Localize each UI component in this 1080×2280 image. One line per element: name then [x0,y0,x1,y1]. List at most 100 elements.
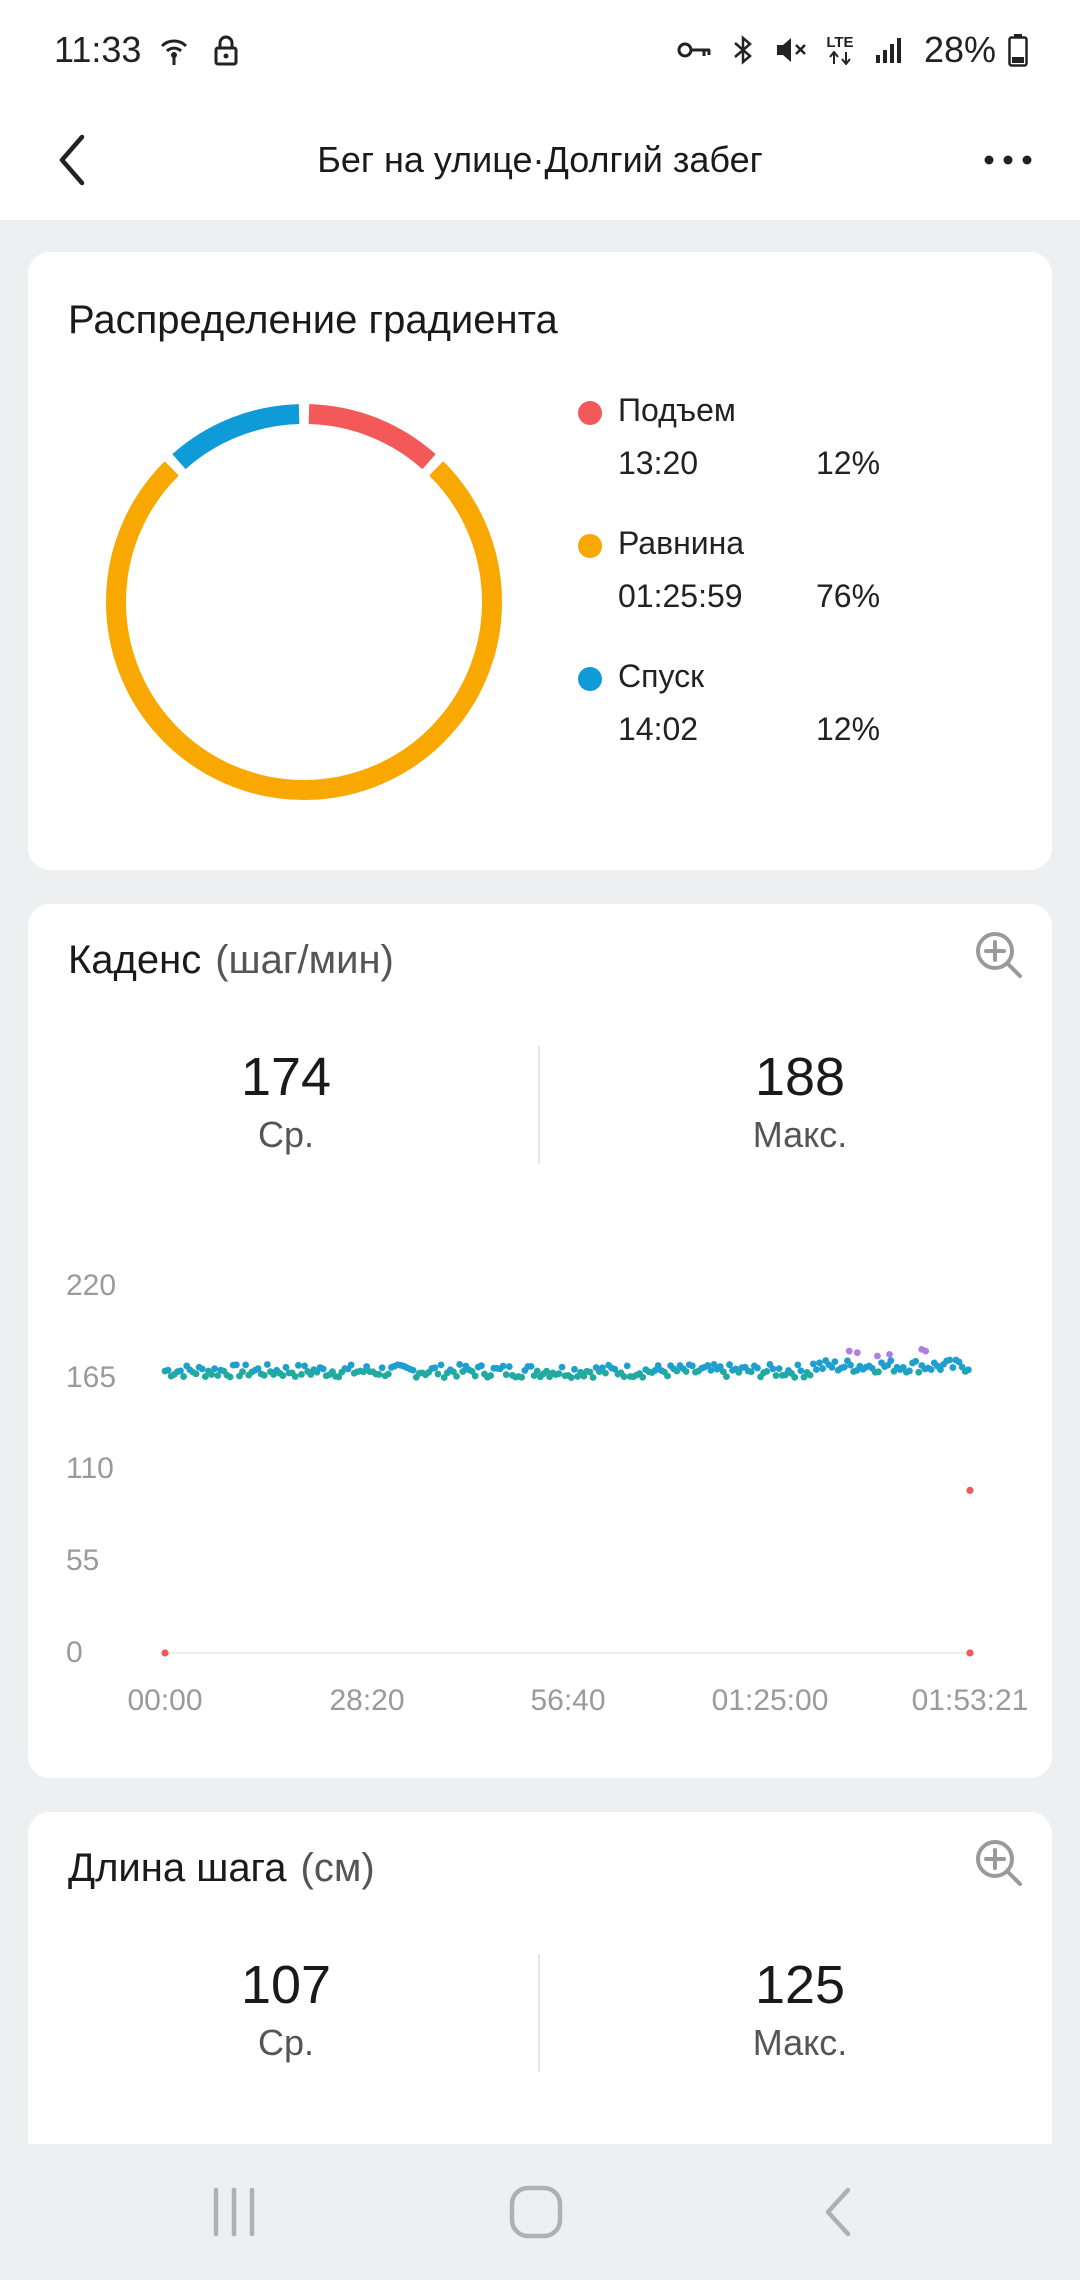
cadence-point [695,1367,702,1375]
cadence-zoom-button[interactable] [970,926,1028,984]
cadence-point [406,1365,414,1373]
stride-average: 107 Ср. [36,1954,536,2064]
cadence-point [301,1362,308,1370]
cadence-point [577,1368,585,1376]
cadence-point-outlier [966,1649,974,1657]
cadence-point [602,1369,609,1377]
cadence-scatter-plot[interactable] [28,904,1052,1778]
donut-segment-uphill [308,404,436,470]
mute-icon [772,31,810,69]
cadence-point [502,1371,510,1378]
cadence-point [806,1371,814,1379]
cadence-point [251,1366,259,1374]
y-tick-label: 165 [66,1361,117,1394]
cadence-point [391,1362,398,1370]
cadence-point [812,1366,820,1373]
cadence-point [471,1372,479,1380]
cadence-point [757,1373,764,1381]
cadence-point [428,1365,436,1372]
cadence-point [915,1368,923,1376]
status-bar: 11:33 LTE 28% [0,0,1080,100]
home-button[interactable] [496,2172,576,2252]
cadence-stat-divider [538,1046,540,1164]
back-button[interactable] [40,128,104,192]
cadence-point [645,1368,653,1376]
cadence-point [927,1366,935,1373]
cadence-point [378,1364,386,1372]
legend-item-uphill: Подъем 13:20 12% [578,392,998,492]
cadence-point [797,1367,805,1375]
stride-title: Длина шага [68,1846,287,1890]
stride-zoom-button[interactable] [970,1834,1028,1892]
recent-apps-button[interactable] [194,2172,274,2252]
cadence-point [651,1367,659,1374]
cadence-point-high [845,1347,853,1355]
cadence-point [456,1361,464,1368]
cadence-point [167,1372,175,1380]
cadence-point [220,1367,228,1375]
cadence-point [198,1365,206,1373]
cadence-point [381,1372,389,1380]
cadence-point [285,1369,293,1377]
legend-name: Спуск [618,658,705,694]
cadence-point [326,1371,333,1379]
cadence-max: 188 Макс. [550,1046,1050,1156]
cadence-point [567,1374,575,1381]
y-tick-label: 220 [66,1269,117,1302]
cadence-point [409,1366,417,1374]
cadence-point [524,1363,532,1370]
cadence-point [298,1371,305,1378]
cadence-point [236,1372,243,1380]
cadence-point [837,1364,845,1372]
cadence-point [481,1370,488,1378]
stride-max: 125 Макс. [550,1954,1050,2064]
cadence-card-title: Каденс (шаг/мин) [68,938,394,983]
cadence-point [809,1360,817,1368]
cadence-point [791,1373,799,1381]
cadence-point [487,1372,495,1379]
cadence-point [561,1372,569,1380]
cadence-point [422,1371,429,1379]
battery-percent: 28% [923,29,996,70]
cadence-point [242,1361,250,1369]
cadence-point [831,1358,839,1365]
legend-item-flat: Равнина 01:25:59 76% [578,525,998,625]
stride-max-label: Макс. [752,2022,848,2063]
cadence-point [781,1371,789,1379]
cadence-point [344,1365,352,1373]
cadence-point [735,1368,743,1376]
vpn-key-icon [676,31,714,69]
y-tick-label: 110 [66,1452,114,1485]
cadence-average: 174 Ср. [36,1046,536,1156]
gradient-distribution-card: Распределение градиента Подъем 13:20 12%… [28,252,1052,870]
cadence-point [174,1368,181,1376]
cadence-point [170,1370,178,1378]
nav-back-button[interactable] [798,2172,878,2252]
cadence-point [679,1365,687,1372]
cadence-point [465,1366,473,1374]
cadence-point [239,1368,246,1376]
x-tick-label: 28:20 [329,1684,405,1717]
cadence-point [595,1368,603,1375]
cadence-point [719,1368,727,1376]
cadence-point [847,1361,854,1369]
cadence-point [878,1359,885,1367]
cadence-point [270,1371,277,1378]
cadence-point [629,1373,637,1381]
cadence-point [440,1374,448,1381]
cadence-point [642,1366,650,1374]
more-options-button[interactable] [968,128,1048,192]
cadence-point [738,1364,746,1372]
cadence-point [263,1361,271,1368]
donut-segment-flat [106,461,502,800]
hotspot-icon [155,31,193,69]
cadence-average-label: Ср. [257,1114,315,1155]
cadence-point [623,1362,631,1370]
cadence-point [670,1365,678,1373]
stride-stat-divider [538,1954,540,2072]
cadence-point [509,1371,516,1379]
cadence-point [232,1361,240,1369]
cadence-point [626,1373,634,1380]
cadence-point-high [874,1352,881,1360]
cadence-point [726,1361,733,1369]
